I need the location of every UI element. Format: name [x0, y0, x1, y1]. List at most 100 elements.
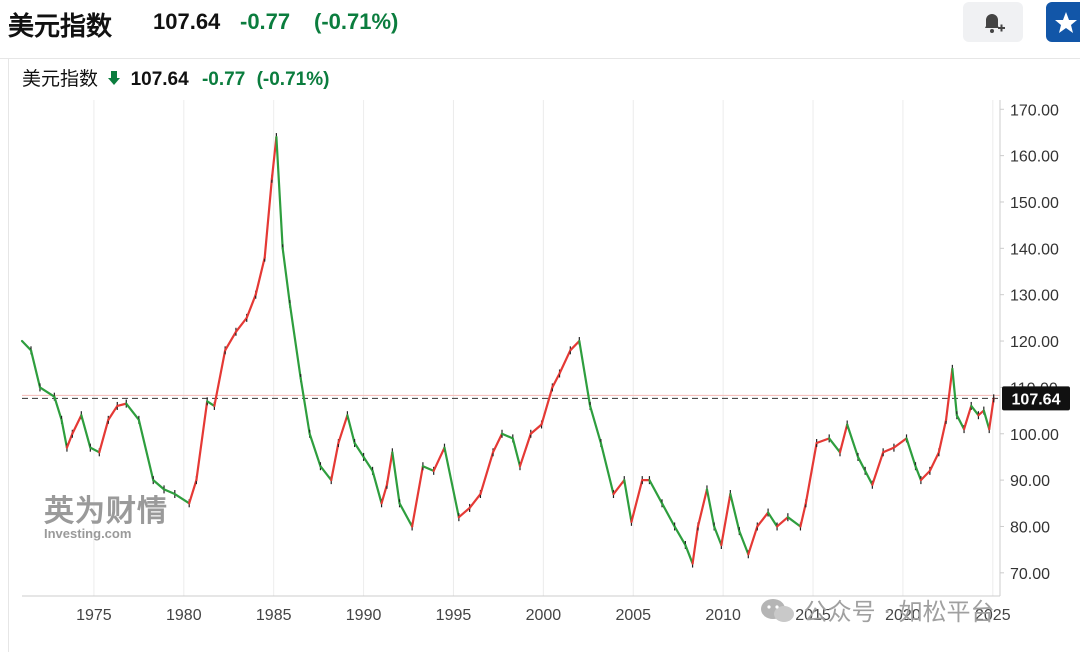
falling-segment: [828, 437, 842, 454]
y-tick-label: 120.00: [1010, 334, 1059, 351]
rising-segment: [720, 492, 732, 547]
falling-segment: [955, 414, 966, 431]
header-change: -0.77: [240, 9, 291, 34]
rising-segment: [815, 437, 831, 445]
falling-segment: [511, 437, 522, 468]
falling-segment: [951, 367, 958, 417]
falling-segment: [391, 451, 401, 505]
y-tick-label: 130.00: [1010, 288, 1059, 305]
star-icon: [1055, 12, 1077, 33]
falling-segment: [346, 414, 356, 445]
falling-segment: [589, 404, 602, 445]
falling-segment: [500, 432, 514, 440]
quote-header: 美元指数 107.64 -0.77 (-0.71%): [0, 0, 1080, 59]
falling-segment: [713, 525, 723, 547]
add-alert-button[interactable]: [963, 2, 1023, 42]
instrument-title: 美元指数: [8, 12, 113, 42]
falling-segment: [308, 432, 322, 468]
rising-segment: [457, 506, 471, 519]
x-tick-label: 2020: [885, 607, 921, 624]
rising-segment: [380, 483, 389, 505]
x-tick-label: 2005: [615, 607, 651, 624]
rising-segment: [234, 316, 248, 333]
y-tick-label: 170.00: [1010, 102, 1059, 119]
rising-segment: [551, 372, 561, 389]
wechat-account-text: 公众号 · 如松平台: [803, 598, 995, 626]
y-tick-label: 90.00: [1010, 473, 1050, 490]
y-tick-label: 150.00: [1010, 195, 1059, 212]
falling-segment: [982, 409, 991, 431]
falling-segment: [705, 488, 716, 528]
y-tick-label: 160.00: [1010, 149, 1059, 166]
falling-segment: [173, 492, 191, 505]
x-tick-label: 1990: [346, 607, 382, 624]
falling-segment: [288, 302, 302, 380]
x-tick-label: 1975: [76, 607, 112, 624]
last-price-tag: [1002, 386, 1070, 411]
falling-segment: [729, 492, 741, 533]
falling-segment: [970, 404, 980, 417]
rising-segment: [569, 339, 581, 352]
rising-segment: [98, 418, 110, 454]
chart-panel: [8, 58, 1080, 652]
rising-segment: [518, 432, 532, 468]
x-tick-label: 1995: [436, 607, 472, 624]
falling-segment: [206, 400, 216, 408]
falling-segment: [421, 465, 435, 472]
falling-segment: [362, 455, 374, 472]
falling-segment: [152, 479, 166, 491]
rising-segment: [263, 177, 273, 259]
x-tick-label: 1985: [256, 607, 292, 624]
rising-segment: [937, 418, 948, 454]
wechat-icon: [761, 599, 794, 622]
rising-segment: [224, 330, 238, 352]
falling-segment: [125, 402, 140, 421]
falling-segment: [89, 446, 101, 454]
falling-segment: [684, 543, 694, 565]
last-price-label: 107.64: [1012, 391, 1061, 408]
falling-segment: [20, 339, 33, 352]
falling-segment: [371, 469, 383, 505]
bell-plus-icon: [985, 14, 1005, 33]
rising-segment: [479, 451, 495, 496]
down-arrow-icon: [108, 71, 121, 85]
falling-segment: [398, 502, 414, 528]
falling-segment: [60, 418, 69, 449]
falling-segment: [353, 441, 365, 459]
rising-segment: [529, 423, 543, 435]
rising-segment: [540, 386, 554, 426]
rising-segment: [195, 400, 209, 482]
falling-segment: [53, 395, 63, 421]
falling-segment: [38, 386, 56, 398]
rising-segment: [756, 511, 770, 528]
rising-segment: [432, 446, 446, 472]
falling-segment: [660, 502, 676, 528]
rising-segment: [630, 479, 644, 523]
rising-segment: [871, 451, 885, 486]
rising-segment: [962, 404, 973, 431]
falling-segment: [275, 135, 284, 250]
falling-segment: [281, 247, 291, 306]
legend-change-percent: (-0.71%): [256, 69, 330, 90]
falling-segment: [905, 437, 917, 468]
falling-segment: [648, 479, 664, 505]
falling-segment: [864, 469, 874, 486]
watchlist-star-button[interactable]: [1046, 2, 1080, 42]
rising-segment: [612, 479, 626, 496]
falling-segment: [786, 516, 802, 528]
falling-segment: [29, 349, 42, 389]
rising-segment: [468, 492, 482, 510]
rising-segment: [245, 293, 257, 319]
rising-segment: [838, 423, 849, 454]
falling-segment: [856, 455, 867, 472]
header-price: 107.64: [153, 9, 221, 34]
rising-segment: [775, 516, 789, 528]
falling-segment: [299, 377, 311, 435]
falling-segment: [914, 465, 922, 482]
y-tick-label: 100.00: [1010, 427, 1059, 444]
rising-segment: [882, 446, 896, 454]
falling-segment: [137, 418, 155, 482]
falling-segment: [846, 423, 860, 459]
rising-segment: [919, 469, 931, 482]
